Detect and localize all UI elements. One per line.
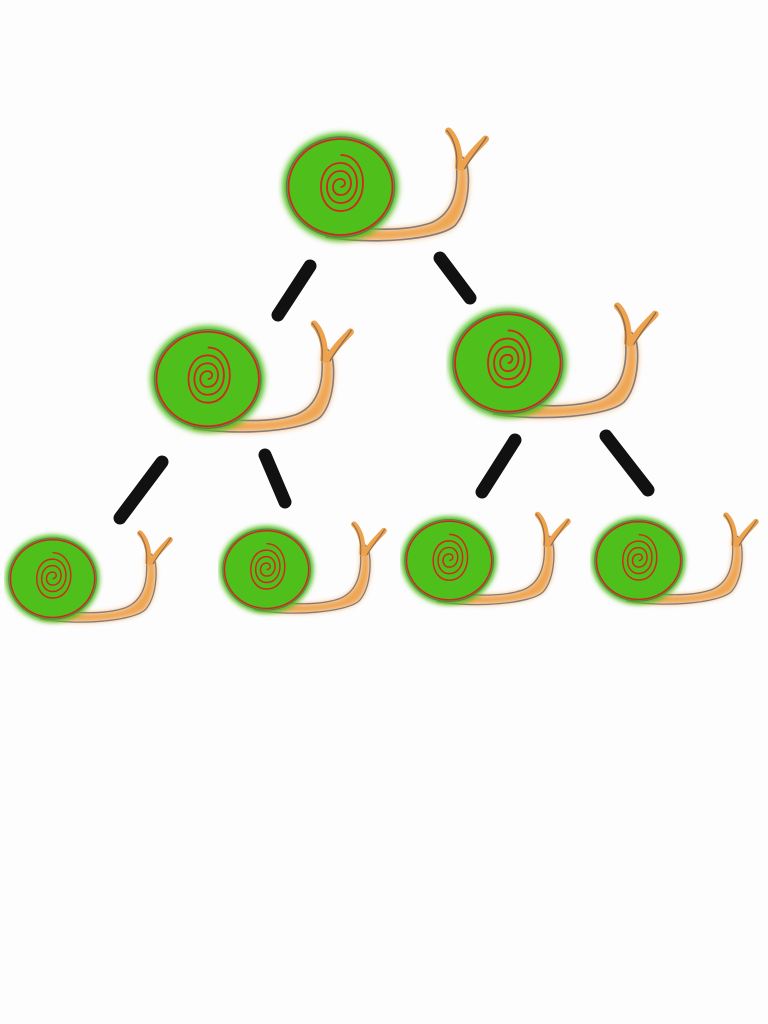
snail-icon-l2-3: [402, 514, 569, 605]
tree-edge-l1-left-to-l2-1: [113, 455, 169, 525]
tree-edge-l1-right-to-l2-3: [475, 433, 522, 499]
tree-edge-root-to-l1-right: [433, 251, 477, 305]
snail-icon-l1-left: [151, 323, 352, 432]
tree-edge-l1-right-to-l2-4: [599, 429, 655, 497]
snail-icon-l1-right: [449, 305, 656, 418]
snail-icon-l2-2: [220, 523, 385, 613]
tree-edge-l1-left-to-l2-2: [258, 448, 292, 509]
tree-edge-root-to-l1-left: [271, 259, 317, 322]
tree-nodes: [6, 130, 757, 622]
snail-icon-root: [283, 130, 487, 241]
tree-edges: [113, 251, 655, 525]
snail-icon-l2-1: [6, 532, 171, 622]
snail-icon-l2-4: [592, 514, 757, 604]
